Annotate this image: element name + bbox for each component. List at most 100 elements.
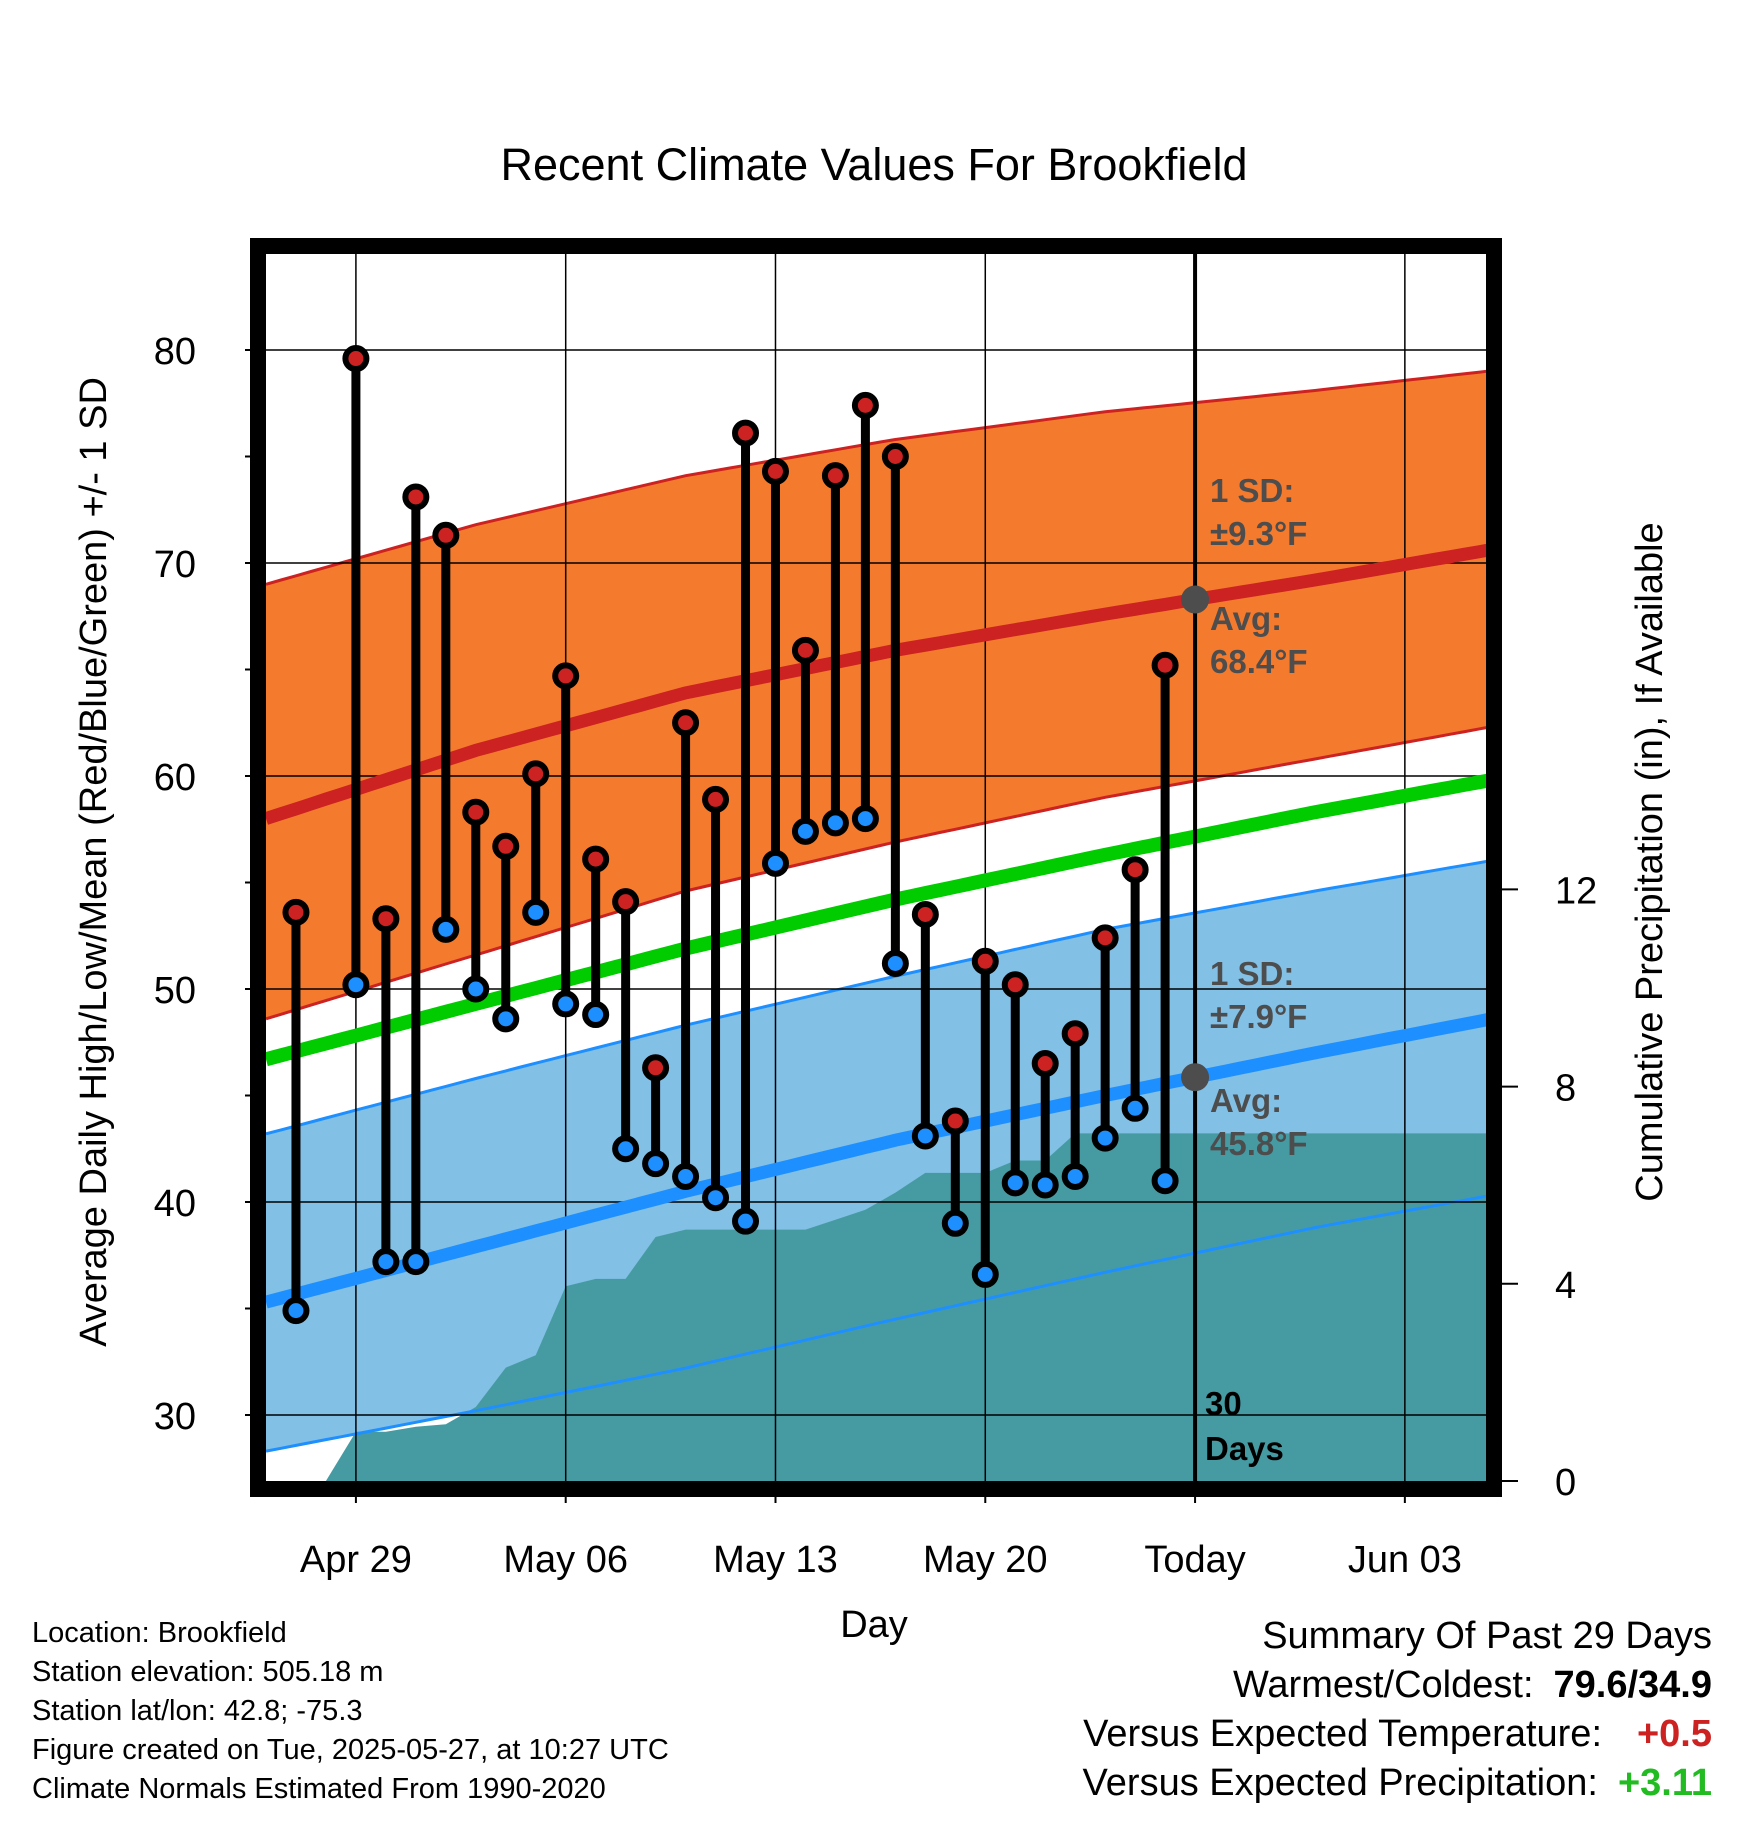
temp-label: Versus Expected Temperature: [1083, 1713, 1602, 1755]
summary-panel: Summary Of Past 29 Days Warmest/Coldest:… [1083, 1612, 1712, 1808]
today-days-label-2: Days [1205, 1430, 1284, 1467]
low-point [642, 1150, 670, 1178]
high-point [492, 832, 520, 860]
low-point [1151, 1167, 1179, 1195]
precipitation-area [296, 1133, 1486, 1481]
high-point [971, 947, 999, 975]
high-point [821, 462, 849, 490]
created-text: Figure created on Tue, 2025-05-27, at 10… [32, 1734, 669, 1766]
y2-tick-label: 4 [1555, 1265, 1576, 1307]
high-point [402, 483, 430, 511]
high-point [432, 521, 460, 549]
x-tick-label: Apr 29 [300, 1539, 412, 1581]
high-point [911, 900, 939, 928]
low-point [1091, 1124, 1119, 1152]
high-point [791, 636, 819, 664]
high-sd-band [266, 371, 1486, 1019]
low-point [761, 849, 789, 877]
elevation-text: Station elevation: 505.18 m [32, 1656, 384, 1688]
station-info: Location: Brookfield Station elevation: … [32, 1614, 669, 1809]
low-point [702, 1184, 730, 1212]
chart-title: Recent Climate Values For Brookfield [501, 139, 1248, 190]
y2-tick-label: 12 [1555, 870, 1597, 912]
low-point [971, 1260, 999, 1288]
high-point [881, 443, 909, 470]
low-mean-line [266, 1013, 1486, 1309]
high-point [342, 345, 370, 373]
high-point [1091, 924, 1119, 952]
summary-precip-row: Versus Expected Precipitation: +3.11 [1083, 1759, 1712, 1808]
high-point [642, 1054, 670, 1082]
x-tick-label: Today [1144, 1539, 1245, 1581]
high-point [522, 760, 550, 788]
y-tick-label: 60 [154, 757, 196, 799]
high-point [1031, 1050, 1059, 1078]
high-point [761, 457, 789, 485]
low-sd-label: 1 SD: [1210, 955, 1294, 992]
high-point [732, 419, 760, 447]
axes: 30 40 50 60 70 80 0 4 8 12 Apr 29 May 06 May 13 May 2… [154, 331, 1598, 1581]
y-tick-label: 50 [154, 970, 196, 1012]
summary-title: Summary Of Past 29 Days [1262, 1615, 1712, 1657]
y-tick-label: 30 [154, 1396, 196, 1438]
low-point [402, 1248, 430, 1276]
low-sd-value: ±7.9°F [1210, 998, 1307, 1035]
high-sd-upper-line [266, 369, 1486, 586]
precip-value: +3.11 [1617, 1762, 1712, 1804]
low-point [911, 1122, 939, 1150]
high-point [372, 905, 400, 933]
low-point [941, 1209, 969, 1237]
x-tick-label: May 13 [713, 1539, 838, 1581]
normals-text: Climate Normals Estimated From 1990-2020 [32, 1773, 606, 1805]
low-point [342, 971, 370, 999]
high-sd-value: ±9.3°F [1210, 515, 1307, 552]
low-point [282, 1297, 310, 1325]
y-tick-label: 40 [154, 1183, 196, 1225]
x-axis-label: Day [840, 1604, 908, 1646]
low-point [672, 1162, 700, 1190]
x-tick-label: Jun 03 [1348, 1539, 1462, 1581]
low-point [1031, 1171, 1059, 1199]
high-point [1121, 856, 1149, 884]
low-point [1121, 1094, 1149, 1122]
y-axis-label: Average Daily High/Low/Mean (Red/Blue/Gr… [73, 377, 115, 1347]
high-avg-value: 68.4°F [1210, 643, 1308, 680]
high-point [672, 709, 700, 737]
high-point [612, 888, 640, 916]
low-point [492, 1005, 520, 1033]
high-point [851, 391, 879, 419]
low-avg-label: Avg: [1210, 1082, 1282, 1119]
low-point [821, 809, 849, 837]
summary-temp-row: Versus Expected Temperature: +0.5 [1083, 1710, 1712, 1759]
warm-value: 79.6/34.9 [1553, 1664, 1712, 1706]
today-days-label-1: 30 [1205, 1385, 1242, 1422]
precip-label: Versus Expected Precipitation: [1082, 1762, 1598, 1804]
plot-frame [250, 238, 1502, 1497]
temp-value: +0.5 [1636, 1713, 1712, 1755]
low-point [732, 1207, 760, 1235]
high-point [462, 798, 490, 826]
low-point [881, 949, 909, 977]
high-point [1061, 1020, 1089, 1048]
low-point [432, 915, 460, 943]
today-high-avg-marker [1181, 585, 1210, 614]
plot-overlay [282, 254, 1210, 1481]
y2-axis-label: Cumulative Precipitation (in), If Availa… [1629, 522, 1671, 1201]
high-point [1001, 971, 1029, 999]
low-point [462, 975, 490, 1003]
high-avg-label: Avg: [1210, 600, 1282, 637]
low-point [1061, 1162, 1089, 1190]
low-sd-lower-line [266, 1194, 1486, 1453]
high-point [702, 785, 730, 813]
y-tick-label: 70 [154, 544, 196, 586]
low-avg-value: 45.8°F [1210, 1125, 1308, 1162]
low-point [582, 1001, 610, 1029]
low-point [791, 817, 819, 845]
x-tick-label: May 20 [923, 1539, 1048, 1581]
y2-tick-label: 0 [1555, 1462, 1576, 1504]
location-text: Location: Brookfield [32, 1617, 287, 1649]
summary-warm-row: Warmest/Coldest: 79.6/34.9 [1083, 1661, 1712, 1710]
latlon-text: Station lat/lon: 42.8; -75.3 [32, 1695, 363, 1727]
low-point [612, 1135, 640, 1163]
